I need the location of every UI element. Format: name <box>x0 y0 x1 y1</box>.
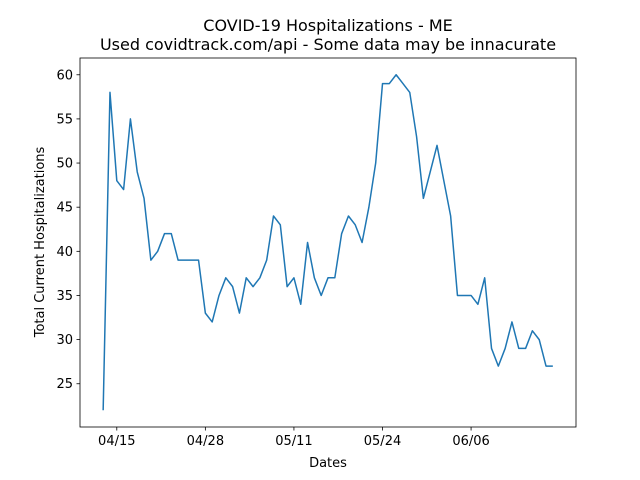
data-point <box>409 92 411 94</box>
data-point <box>109 92 111 94</box>
data-point <box>314 277 316 279</box>
data-point <box>266 259 268 261</box>
data-point <box>286 286 288 288</box>
data-point <box>382 83 384 85</box>
data-point <box>552 365 554 367</box>
data-point <box>341 233 343 235</box>
data-point <box>300 303 302 305</box>
data-point <box>150 259 152 261</box>
data-point <box>334 277 336 279</box>
data-point <box>491 348 493 350</box>
data-point <box>198 259 200 261</box>
series-line-0 <box>102 74 553 411</box>
data-point <box>205 312 207 314</box>
data-point <box>102 409 104 411</box>
data-point <box>450 215 452 217</box>
x-tick-label: 05/11 <box>275 434 312 449</box>
y-tick-label: 55 <box>56 112 73 127</box>
data-point <box>225 277 227 279</box>
x-tick-label: 06/06 <box>452 434 489 449</box>
data-point <box>348 215 350 217</box>
data-point <box>532 330 534 332</box>
data-point <box>239 312 241 314</box>
y-axis-label: Total Current Hospitalizations <box>33 146 48 338</box>
data-point <box>457 295 459 297</box>
data-point <box>252 286 254 288</box>
data-point <box>518 348 520 350</box>
data-point <box>164 233 166 235</box>
data-point <box>375 162 377 164</box>
data-point <box>402 83 404 85</box>
data-point <box>327 277 329 279</box>
data-point <box>320 295 322 297</box>
data-point <box>429 171 431 173</box>
y-tick-label: 60 <box>56 68 73 83</box>
y-tick-label: 25 <box>56 377 73 392</box>
data-point <box>143 198 145 200</box>
data-point <box>511 321 513 323</box>
data-point <box>545 365 547 367</box>
x-tick-label: 04/15 <box>98 434 135 449</box>
data-point <box>307 242 309 244</box>
data-point <box>416 136 418 138</box>
data-point <box>463 295 465 297</box>
data-point <box>273 215 275 217</box>
data-point <box>157 251 159 253</box>
data-point <box>280 224 282 226</box>
y-tick-label: 40 <box>56 245 73 260</box>
data-point <box>504 348 506 350</box>
data-point <box>525 348 527 350</box>
data-point <box>498 365 500 367</box>
chart-title: COVID-19 Hospitalizations - ME <box>203 16 452 35</box>
data-point <box>484 277 486 279</box>
data-point <box>436 145 438 147</box>
data-point <box>477 303 479 305</box>
y-tick-label: 45 <box>56 201 73 216</box>
data-point <box>368 206 370 208</box>
data-point <box>443 180 445 182</box>
data-point <box>470 295 472 297</box>
data-point <box>259 277 261 279</box>
data-point <box>361 242 363 244</box>
y-tick-label: 35 <box>56 289 73 304</box>
data-point <box>354 224 356 226</box>
data-point <box>395 74 397 76</box>
chart-subtitle: Used covidtrack.com/api - Some data may … <box>100 35 556 54</box>
data-point <box>389 83 391 85</box>
plot-area: 25 30 35 40 45 50 55 60 04/15 04/28 05/11 05/24 06/0… <box>56 57 577 449</box>
data-point <box>177 259 179 261</box>
data-point <box>538 339 540 341</box>
y-tick-label: 50 <box>56 157 73 172</box>
plot-frame <box>79 57 577 428</box>
data-point <box>245 277 247 279</box>
y-tick-label: 30 <box>56 333 73 348</box>
data-point <box>123 189 125 191</box>
x-axis-label: Dates <box>309 456 347 471</box>
data-point <box>136 171 138 173</box>
data-point <box>130 118 132 120</box>
data-point <box>191 259 193 261</box>
data-point <box>293 277 295 279</box>
data-point <box>171 233 173 235</box>
data-point <box>232 286 234 288</box>
data-point <box>211 321 213 323</box>
data-point <box>218 295 220 297</box>
data-point <box>116 180 118 182</box>
x-tick-label: 04/28 <box>187 434 224 449</box>
data-point <box>423 198 425 200</box>
data-point <box>184 259 186 261</box>
x-tick-label: 05/24 <box>364 434 401 449</box>
